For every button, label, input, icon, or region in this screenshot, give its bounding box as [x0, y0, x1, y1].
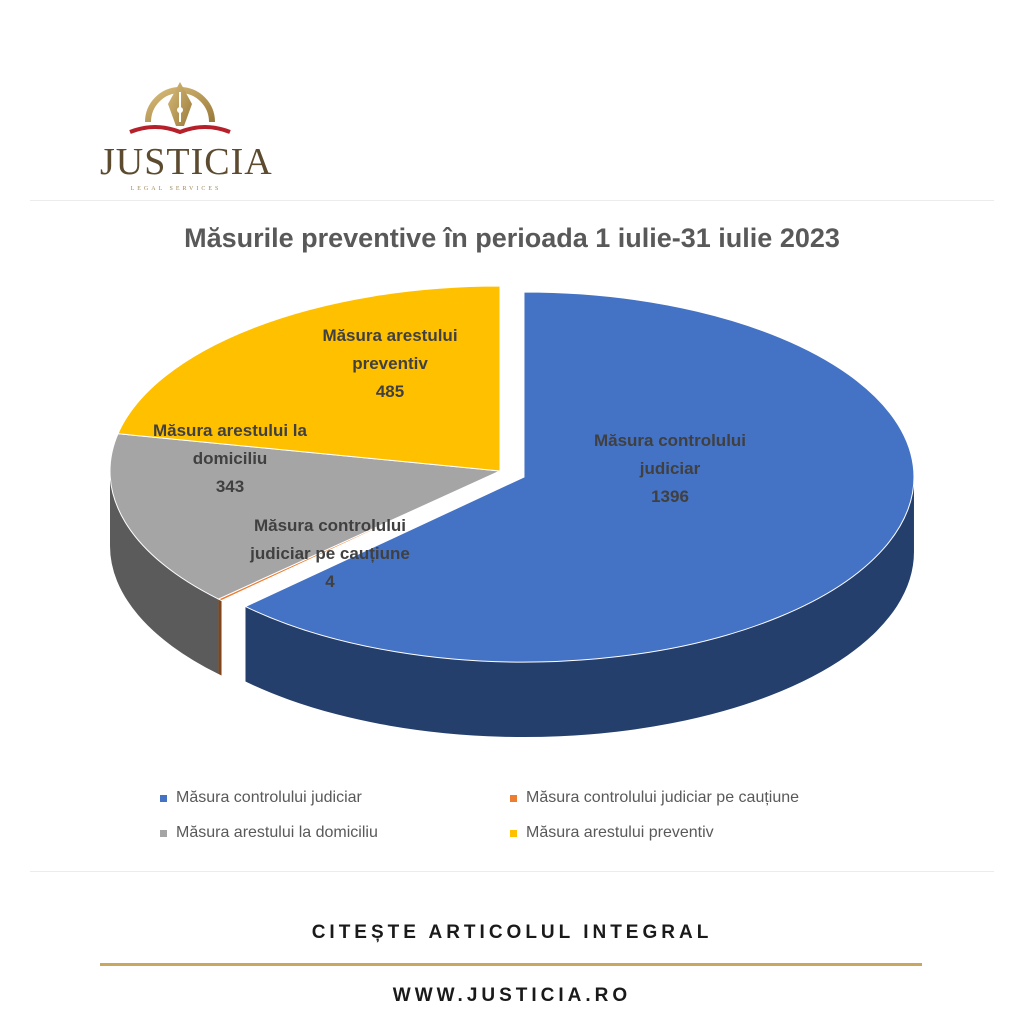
read-full-article-link[interactable]: CITEȘTE ARTICOLUL INTEGRAL [311, 922, 713, 943]
legend-label: Măsura controlului judiciar [176, 789, 362, 806]
pie-side-2 [218, 599, 222, 676]
legend-swatch [160, 794, 167, 802]
pie-side-3 [110, 471, 219, 675]
divider-line [100, 963, 922, 966]
pie-slice-4 [117, 285, 501, 472]
slice-labels: Măsura controlului judiciar 1396 Măsura con… [153, 326, 746, 591]
slice-label-1: Măsura controlului judiciar 1396 [594, 431, 746, 506]
slice-label-2: Măsura controlului judiciar pe cauțiune 4 [249, 516, 410, 591]
pie-tops [109, 285, 915, 663]
legend-item-1: Măsura controlului judiciar [160, 789, 510, 807]
pie-sides [110, 471, 914, 738]
slice-label-3: Măsura arestului la domiciliu 343 [153, 421, 308, 496]
legend-item-3: Măsura arestului la domiciliu [160, 824, 510, 842]
chart-legend: Măsura controlului judiciar Măsura contro… [160, 789, 920, 842]
pie-chart: Măsura controlului judiciar 1396 Măsura con… [109, 285, 915, 738]
pie-slice-3 [109, 433, 502, 600]
chart-card: Măsurile preventive în perioada 1 iulie-… [30, 200, 994, 872]
legend-item-2: Măsura controlului judiciar pe cauțiune [510, 789, 870, 807]
book-wave-icon [129, 125, 231, 135]
legend-swatch [510, 829, 517, 837]
legend-item-4: Măsura arestului preventiv [510, 824, 870, 842]
legend-label: Măsura arestului preventiv [526, 824, 714, 841]
brand-subtitle: LEGAL SERVICES [130, 186, 222, 192]
legend-swatch [160, 829, 167, 837]
justicia-logo [129, 82, 231, 135]
brand-name: JUSTICIA [100, 141, 273, 183]
pie-slice-1 [244, 291, 915, 663]
legend-label: Măsura controlului judiciar pe cauțiune [526, 789, 800, 806]
legend-label: Măsura arestului la domiciliu [176, 824, 378, 841]
chart-title: Măsurile preventive în perioada 1 iulie-… [184, 223, 840, 253]
slice-label-4: Măsura arestului preventiv 485 [322, 326, 457, 401]
website-link[interactable]: WWW.JUSTICIA.RO [392, 985, 632, 1006]
pie-side-1 [245, 477, 914, 738]
legend-swatch [510, 794, 517, 802]
